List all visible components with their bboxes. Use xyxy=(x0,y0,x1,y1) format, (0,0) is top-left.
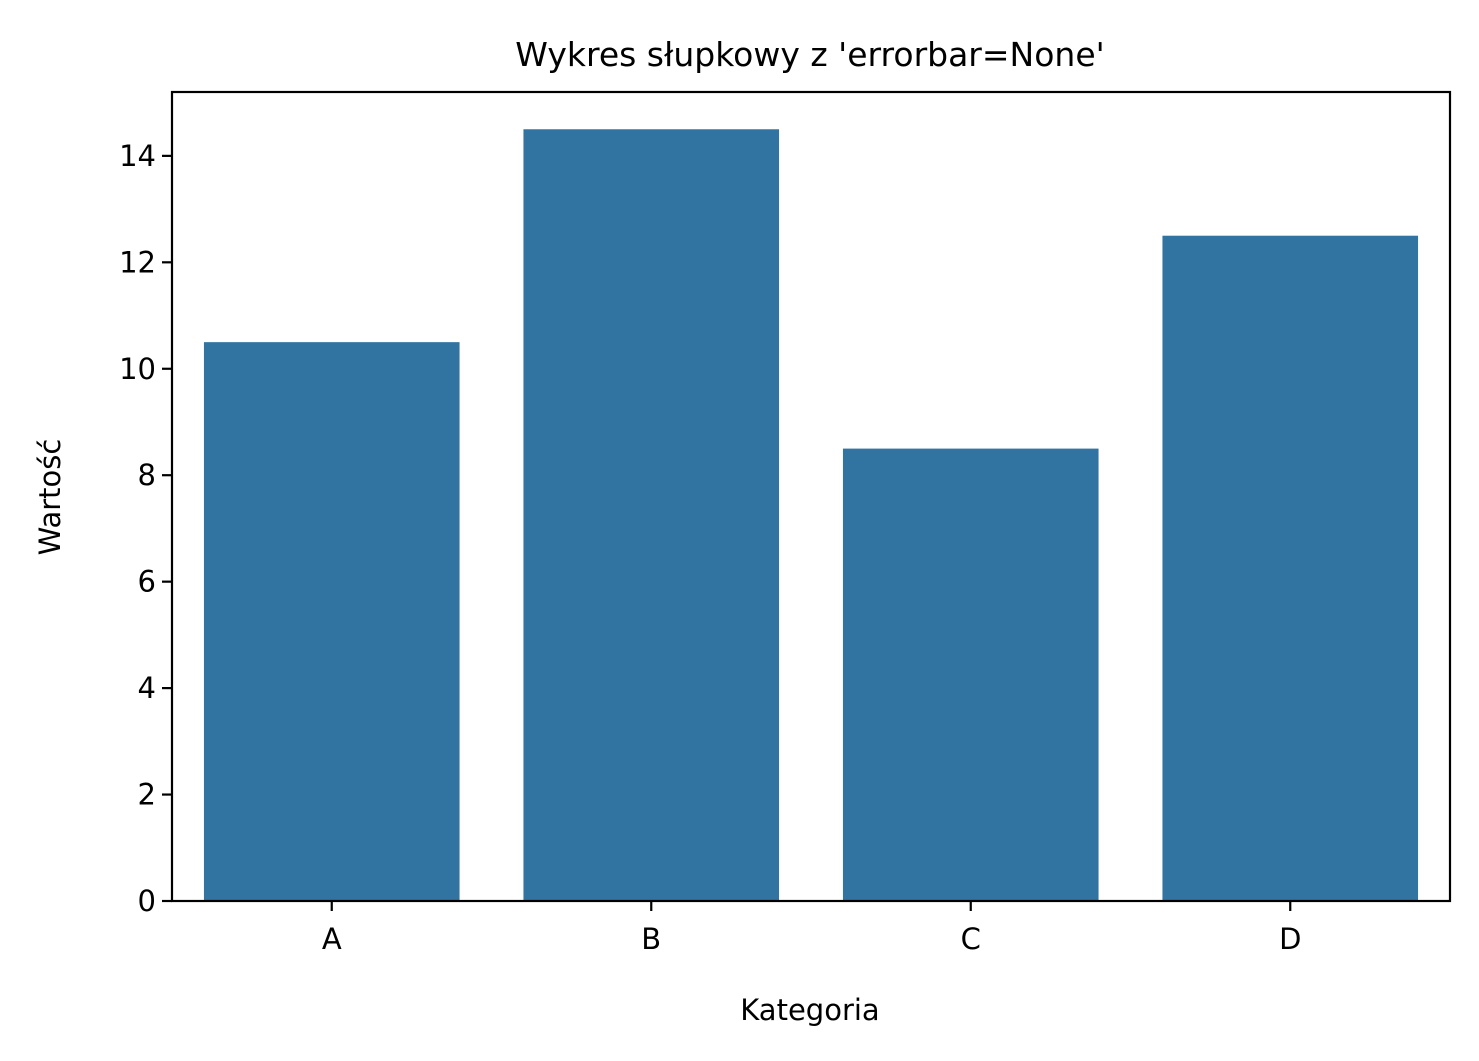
y-tick-label: 8 xyxy=(138,458,156,492)
chart-title: Wykres słupkowy z 'errorbar=None' xyxy=(515,35,1104,74)
y-axis-label: Wartość xyxy=(33,439,67,556)
x-axis-label: Kategoria xyxy=(740,993,879,1027)
y-tick-label: 0 xyxy=(138,884,156,918)
y-axis: 0 2 4 6 8 10 12 14 xyxy=(119,139,172,918)
y-tick-label: 12 xyxy=(119,245,156,279)
x-tick-label: B xyxy=(641,922,661,956)
bar-b xyxy=(523,129,780,901)
x-axis: A B C D xyxy=(322,901,1301,956)
bar-c xyxy=(842,448,1099,901)
y-tick-label: 14 xyxy=(119,139,156,173)
y-tick-label: 10 xyxy=(119,352,156,386)
x-tick-label: C xyxy=(961,922,981,956)
x-tick-label: D xyxy=(1279,922,1301,956)
bars-group xyxy=(203,129,1419,901)
plot-frame xyxy=(170,90,1452,903)
y-tick-label: 4 xyxy=(138,671,156,705)
y-tick-label: 2 xyxy=(138,778,156,812)
bar-a xyxy=(203,342,460,901)
y-tick-label: 6 xyxy=(138,565,156,599)
bar-d xyxy=(1162,235,1419,901)
x-tick-label: A xyxy=(322,922,342,956)
